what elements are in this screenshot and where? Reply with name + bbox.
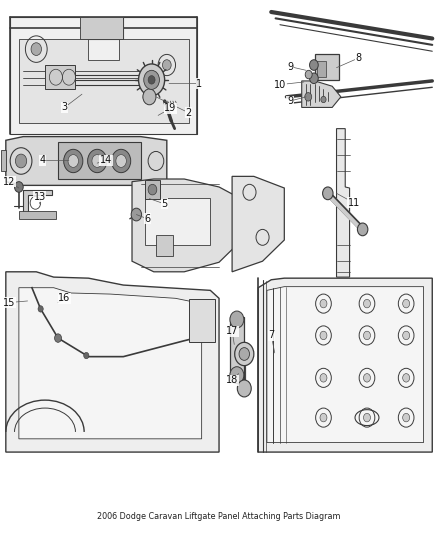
Bar: [230, 317, 244, 375]
Text: 7: 7: [268, 330, 275, 353]
Bar: [19, 211, 56, 219]
Text: 4: 4: [40, 156, 69, 165]
Circle shape: [143, 89, 156, 105]
Circle shape: [230, 311, 244, 328]
Text: 2006 Dodge Caravan Liftgate Panel Attaching Parts Diagram: 2006 Dodge Caravan Liftgate Panel Attach…: [97, 512, 341, 521]
Circle shape: [403, 300, 410, 308]
Circle shape: [148, 184, 157, 195]
Circle shape: [403, 374, 410, 382]
Text: 12: 12: [3, 176, 19, 188]
Circle shape: [305, 70, 312, 79]
Text: 5: 5: [149, 199, 168, 209]
Circle shape: [320, 331, 327, 340]
Circle shape: [364, 374, 371, 382]
Text: 16: 16: [58, 293, 71, 303]
Polygon shape: [232, 176, 284, 272]
Bar: [80, 17, 124, 38]
Circle shape: [235, 342, 254, 366]
Polygon shape: [23, 190, 52, 216]
Circle shape: [38, 306, 43, 312]
Polygon shape: [10, 17, 197, 134]
Circle shape: [68, 155, 78, 167]
Bar: [58, 142, 141, 179]
Circle shape: [305, 93, 312, 101]
Circle shape: [131, 208, 141, 221]
Circle shape: [15, 154, 27, 168]
Bar: [189, 300, 215, 342]
Text: 17: 17: [226, 326, 238, 344]
Circle shape: [144, 70, 159, 90]
Circle shape: [403, 414, 410, 422]
Circle shape: [237, 380, 251, 397]
Circle shape: [148, 76, 155, 84]
Polygon shape: [267, 287, 424, 442]
Text: 11: 11: [336, 193, 360, 208]
Circle shape: [364, 414, 371, 422]
Polygon shape: [19, 38, 189, 123]
Circle shape: [320, 374, 327, 382]
Polygon shape: [336, 128, 350, 277]
Text: 3: 3: [61, 94, 82, 112]
Bar: [315, 54, 339, 80]
Text: 8: 8: [336, 53, 361, 68]
Circle shape: [88, 149, 107, 173]
Circle shape: [84, 352, 89, 359]
Circle shape: [138, 64, 165, 96]
Circle shape: [116, 155, 126, 167]
Text: 9: 9: [287, 96, 306, 106]
Text: 19: 19: [158, 103, 177, 115]
Circle shape: [323, 187, 333, 200]
Circle shape: [162, 60, 171, 70]
Circle shape: [14, 182, 23, 192]
Bar: [317, 61, 325, 77]
Circle shape: [230, 367, 244, 384]
Text: 10: 10: [274, 79, 304, 90]
Bar: [145, 198, 210, 245]
Polygon shape: [19, 288, 201, 439]
Circle shape: [112, 149, 131, 173]
Circle shape: [55, 334, 61, 342]
Circle shape: [364, 300, 371, 308]
Text: 18: 18: [226, 374, 239, 385]
Text: 15: 15: [3, 297, 28, 308]
Polygon shape: [6, 272, 219, 452]
Circle shape: [357, 223, 368, 236]
Circle shape: [403, 331, 410, 340]
Circle shape: [321, 96, 326, 103]
Bar: [145, 180, 160, 199]
Circle shape: [364, 331, 371, 340]
Circle shape: [239, 348, 250, 360]
Text: 9: 9: [287, 62, 306, 71]
Text: 1: 1: [169, 78, 202, 88]
Circle shape: [320, 300, 327, 308]
Circle shape: [64, 149, 83, 173]
Polygon shape: [302, 81, 341, 108]
Polygon shape: [6, 136, 167, 185]
Circle shape: [320, 414, 327, 422]
Text: 14: 14: [97, 156, 112, 165]
Circle shape: [31, 43, 42, 55]
Polygon shape: [258, 278, 432, 452]
Circle shape: [310, 73, 318, 84]
Polygon shape: [1, 150, 6, 171]
Circle shape: [310, 60, 318, 70]
Bar: [156, 235, 173, 256]
Bar: [45, 65, 75, 89]
Polygon shape: [132, 179, 241, 272]
Text: 13: 13: [34, 191, 46, 204]
Text: 2: 2: [156, 97, 192, 118]
Circle shape: [92, 155, 102, 167]
Text: 6: 6: [136, 214, 150, 224]
